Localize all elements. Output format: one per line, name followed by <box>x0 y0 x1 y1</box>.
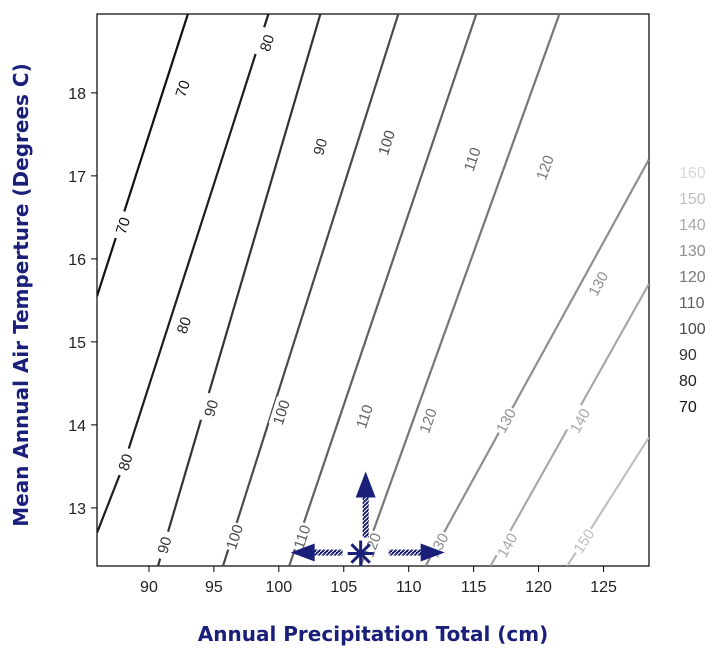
contour-label-100: 100 <box>375 128 399 157</box>
contour-label-90: 90 <box>310 137 331 158</box>
contour-label-bg <box>289 520 316 554</box>
y-tick-label: 17 <box>68 169 86 186</box>
contour-label-bg <box>583 267 613 301</box>
contour-label-bg <box>351 400 378 433</box>
y-tick-label: 16 <box>68 252 86 269</box>
y-tick-label: 14 <box>68 418 86 435</box>
contour-line-80 <box>97 14 270 534</box>
contour-label-bg <box>169 72 196 105</box>
legend-entry-160: 160 <box>679 165 706 182</box>
legend-entry-80: 80 <box>679 373 697 390</box>
legend-entry-140: 140 <box>679 217 706 234</box>
contour-label-110: 110 <box>353 403 377 431</box>
annotation-marker <box>290 471 445 567</box>
contour-label-70: 70 <box>113 215 134 236</box>
arrow-up-shaft <box>362 495 369 538</box>
asterisk-stroke <box>350 543 371 564</box>
legend-entry-100: 100 <box>679 321 706 338</box>
contour-label-bg <box>491 404 521 438</box>
legend-entry-70: 70 <box>679 399 697 416</box>
contour-label-bg <box>198 392 224 425</box>
contour-line-130 <box>424 158 649 566</box>
arrow-up-icon <box>355 471 376 498</box>
legend-entry-90: 90 <box>679 347 697 364</box>
y-axis-ticks: 13 14 15 16 17 18 <box>68 86 97 518</box>
contour-label-110: 110 <box>291 523 315 551</box>
legend-entry-130: 130 <box>679 243 706 260</box>
contour-label-100: 100 <box>270 398 294 427</box>
arrow-right-icon <box>420 543 445 562</box>
y-tick-label: 13 <box>68 501 86 518</box>
arrow-left-shaft <box>312 549 343 556</box>
contour-label-bg <box>112 446 139 479</box>
y-axis-title: Mean Annual Air Temperture (Degrees C) <box>9 63 33 526</box>
contour-label-bg <box>268 396 295 429</box>
contour-label-80: 80 <box>115 452 136 473</box>
contour-label-bg <box>568 524 600 558</box>
contour-label-110: 110 <box>461 145 485 173</box>
contour-label-bg <box>110 209 136 242</box>
contour-label-90: 90 <box>201 398 222 419</box>
contour-label-80: 80 <box>257 33 278 54</box>
contour-label-90: 90 <box>155 535 176 556</box>
legend-entry-110: 110 <box>679 295 705 312</box>
x-axis-title: Annual Precipitation Total (cm) <box>198 622 548 646</box>
contour-label-80: 80 <box>174 315 195 336</box>
contour-line-120 <box>359 14 561 566</box>
x-axis-ticks: 90 95 100 105 110 115 120 125 <box>140 566 617 596</box>
contour-labels: 7070808080909090100100100110110110120120… <box>110 26 613 562</box>
contour-line-70 <box>97 14 189 297</box>
contour-label-bg <box>459 143 486 176</box>
x-tick-label: 105 <box>330 579 357 596</box>
arrow-right-shaft <box>388 549 423 556</box>
contour-label-bg <box>171 309 197 342</box>
x-tick-label: 115 <box>461 579 487 596</box>
contour-label-bg <box>492 528 523 562</box>
contour-label-bg <box>307 130 333 163</box>
contour-label-bg <box>254 26 281 60</box>
legend-entry-150: 150 <box>679 191 706 208</box>
x-tick-label: 95 <box>205 579 223 596</box>
contour-label-bg <box>151 529 178 562</box>
contour-line-100 <box>221 14 400 566</box>
contour-label-bg <box>221 520 248 554</box>
contour-label-100: 100 <box>223 523 247 552</box>
contour-line-110 <box>288 14 478 566</box>
x-tick-label: 90 <box>140 579 158 596</box>
contour-label-bg <box>414 404 442 437</box>
y-tick-label: 15 <box>68 335 86 352</box>
y-tick-label: 18 <box>68 86 86 103</box>
contour-label-bg <box>565 404 595 438</box>
x-tick-label: 125 <box>590 579 617 596</box>
arrow-left-icon <box>290 543 315 562</box>
contour-line-90 <box>156 14 322 566</box>
contour-label-bg <box>531 151 559 184</box>
x-tick-label: 100 <box>265 579 292 596</box>
x-tick-label: 110 <box>396 579 422 596</box>
legend-entry-120: 120 <box>679 269 706 286</box>
x-tick-label: 120 <box>525 579 552 596</box>
contour-label-70: 70 <box>173 78 194 99</box>
contour-label-bg <box>373 126 400 159</box>
legend: 160 150 140 130 120 110 100 90 80 70 <box>679 165 706 416</box>
plot-frame <box>96 13 650 567</box>
